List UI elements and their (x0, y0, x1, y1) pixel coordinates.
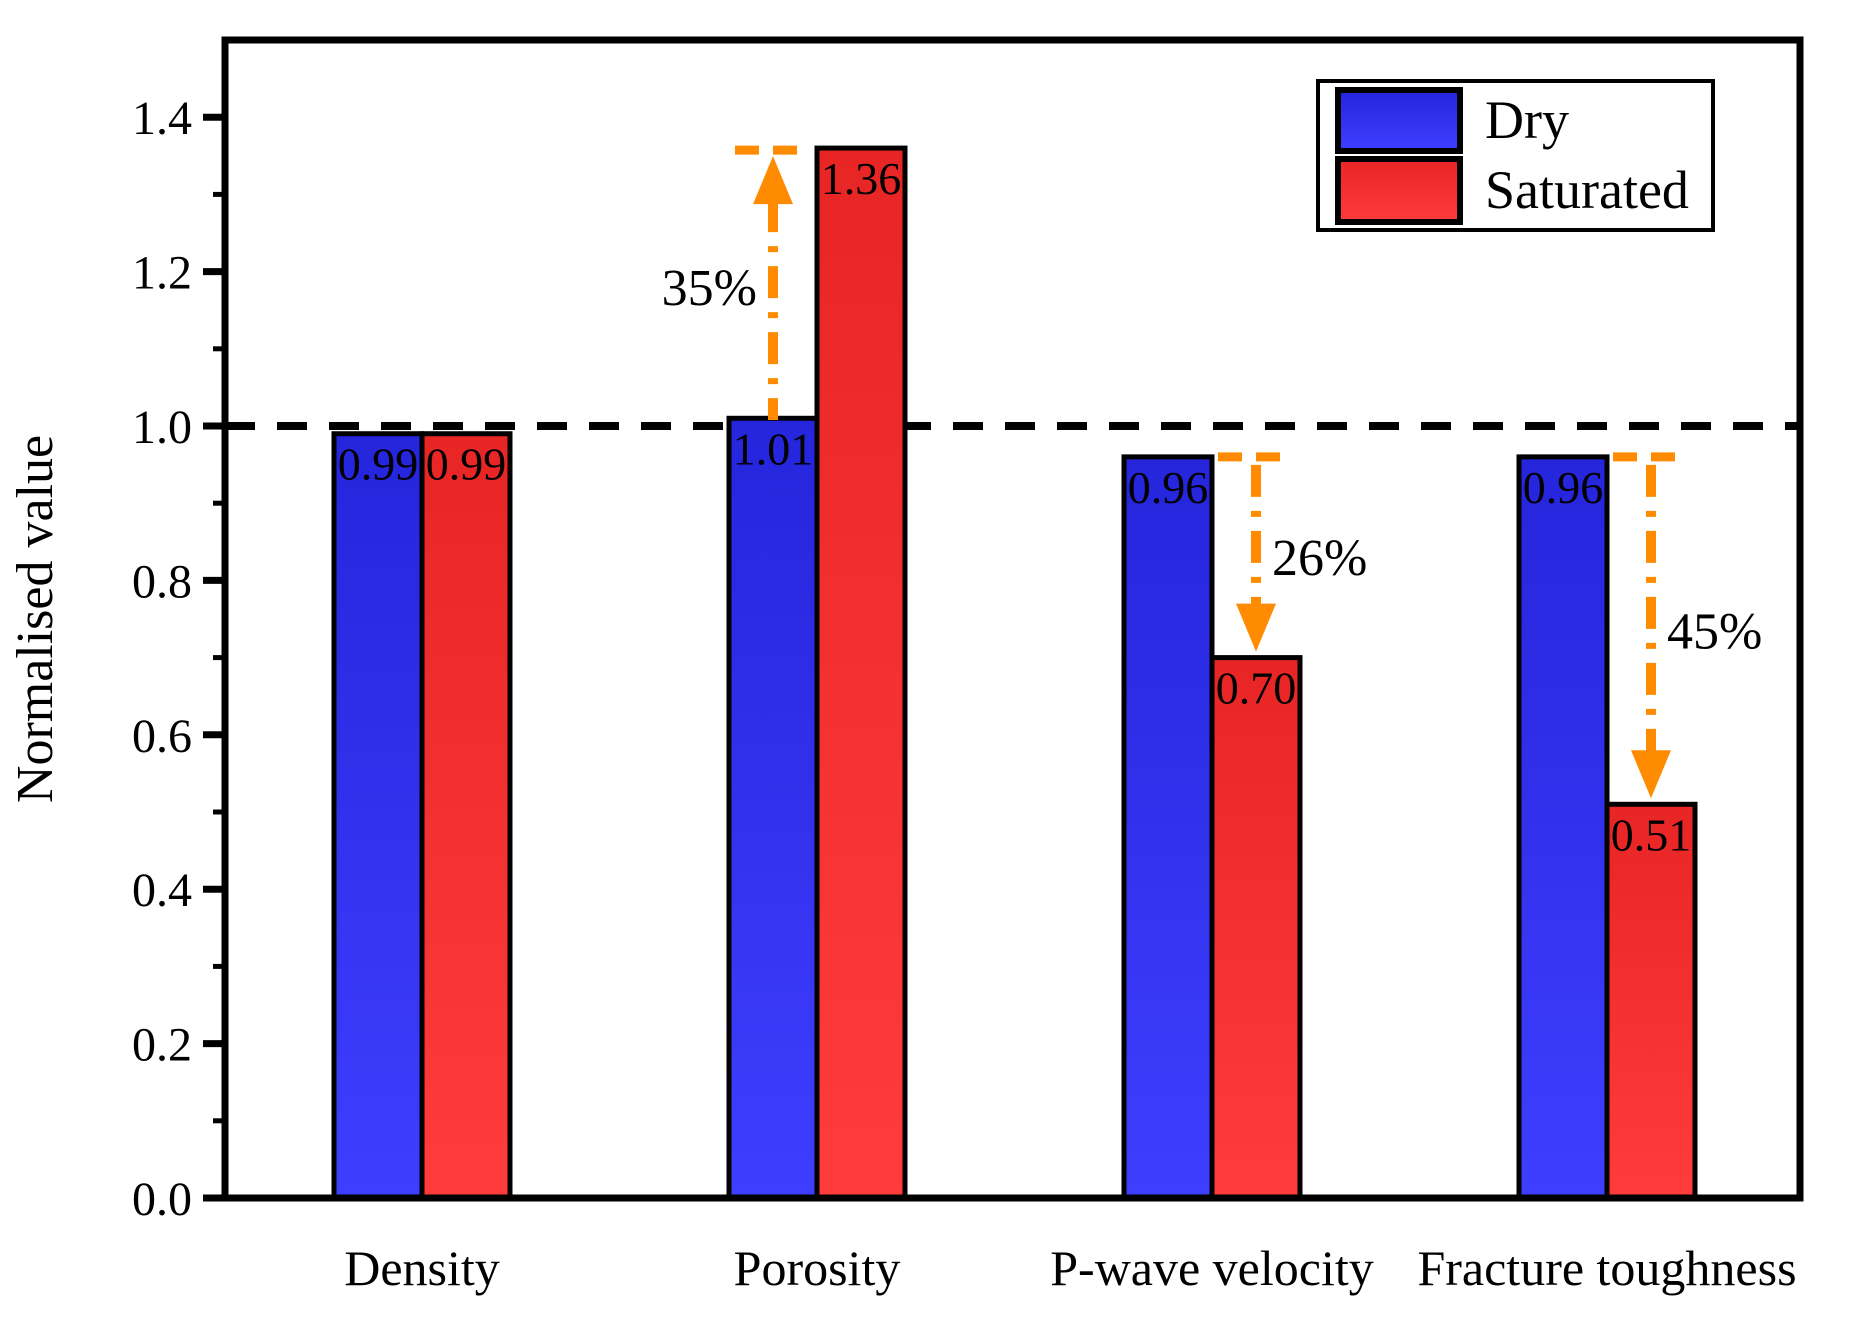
y-tick-label: 0.0 (132, 1173, 192, 1226)
bar-value-label: 0.70 (1216, 663, 1297, 714)
bar-dry-0 (331, 431, 425, 1201)
x-axis-label-2: P-wave velocity (1050, 1240, 1374, 1296)
annotation-percent-label: 45% (1667, 604, 1762, 661)
y-tick-label: 0.6 (132, 710, 192, 763)
bar-value-label: 0.99 (426, 439, 507, 490)
bars-group: 0.99 1.01 0.96 0.96 0.99 1.36 0.70 0.51 (331, 145, 1698, 1201)
annotation-percent-label: 26% (1272, 530, 1367, 587)
x-axis-label-1: Porosity (734, 1240, 901, 1296)
legend-swatch-dry (1335, 87, 1463, 154)
y-tick-label: 1.2 (132, 247, 192, 300)
bar-saturated-2 (1209, 655, 1303, 1201)
bar-saturated-1 (814, 145, 908, 1201)
bar-saturated-3 (1604, 801, 1698, 1201)
annotation-arrowhead-down (1236, 603, 1276, 652)
bar-value-label: 1.01 (733, 423, 814, 474)
legend-label-saturated: Saturated (1485, 160, 1689, 220)
annotation-arrowhead-up (753, 156, 793, 205)
bar-value-label: 0.96 (1523, 462, 1604, 513)
legend-label-dry: Dry (1485, 90, 1569, 150)
bar-dry-3 (1516, 454, 1610, 1201)
bar-dry-1 (726, 415, 820, 1201)
legend-swatch-saturated (1335, 156, 1463, 225)
y-tick-label: 1.0 (132, 401, 192, 454)
plot-frame (221, 36, 1804, 1202)
bar-dry-2 (1121, 454, 1215, 1201)
annotation-arrowhead-down (1631, 750, 1671, 799)
y-tick-label: 0.8 (132, 555, 192, 608)
y-tick-label: 0.2 (132, 1019, 192, 1072)
bar-value-label: 0.96 (1128, 462, 1209, 513)
annotations-group: 35% 26% 45% (662, 145, 1762, 799)
bar-value-label: 1.36 (821, 153, 902, 204)
bar-value-label: 0.99 (338, 439, 419, 490)
y-axis: 0.0 0.2 0.4 0.6 0.8 1.0 1.2 1.4 (132, 92, 225, 1226)
x-axis: Density Porosity P-wave velocity Fracture t… (344, 1240, 1796, 1296)
annotation-percent-label: 35% (662, 260, 757, 317)
x-axis-label-3: Fracture toughness (1417, 1240, 1796, 1296)
legend: Dry Saturated (1316, 79, 1715, 232)
y-tick-label: 0.4 (132, 864, 192, 917)
bar-saturated-0 (419, 431, 513, 1201)
y-tick-label: 1.4 (132, 92, 192, 145)
y-axis-title: Normalised value (7, 435, 64, 803)
bar-value-label: 0.51 (1611, 809, 1692, 860)
x-axis-label-0: Density (344, 1240, 500, 1296)
